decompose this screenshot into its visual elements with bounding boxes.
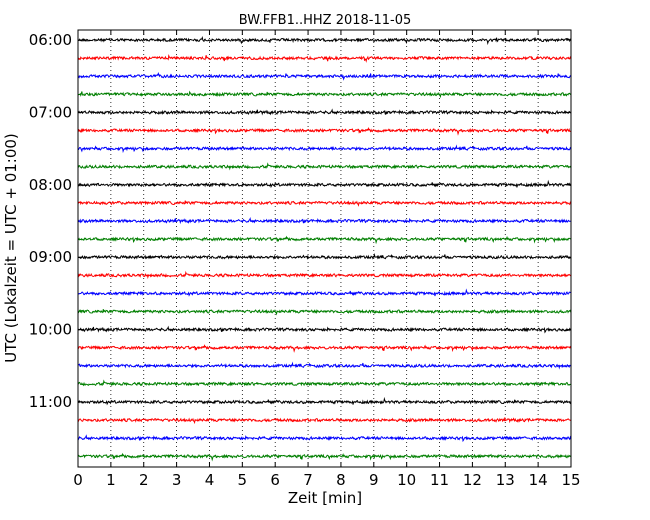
trace-0: [77, 36, 572, 46]
x-axis: 0 1 2 3 4 5 6 7 8 9 10 11 12 13 14 15: [73, 30, 581, 489]
x-axis-label: Zeit [min]: [288, 489, 362, 507]
y-tick-label: 09:00: [29, 248, 72, 266]
x-tick-label: 7: [303, 471, 313, 489]
y-tick-label: 06:00: [29, 31, 72, 49]
trace-6: [77, 144, 572, 154]
x-grid: [110, 30, 539, 467]
x-tick-label: 5: [238, 471, 248, 489]
trace-14: [77, 288, 571, 297]
x-tick-label: 12: [463, 471, 482, 489]
x-tick-label: 13: [496, 471, 515, 489]
x-tick-label: 8: [336, 471, 346, 489]
x-tick-label: 9: [369, 471, 379, 489]
y-tick-label: 11:00: [29, 393, 72, 411]
trace-16: [77, 325, 572, 334]
trace-23: [77, 452, 572, 462]
trace-22: [77, 434, 572, 443]
trace-10: [77, 217, 571, 225]
y-axis-label: UTC (Lokalzeit = UTC + 01:00): [2, 133, 20, 363]
x-tick-label: 3: [172, 471, 182, 489]
trace-8: [77, 179, 572, 189]
trace-5: [77, 126, 572, 136]
trace-11: [77, 235, 571, 245]
trace-21: [77, 417, 572, 425]
x-tick-label: 0: [73, 471, 83, 489]
trace-20: [77, 396, 572, 406]
y-tick-label: 07:00: [29, 103, 72, 121]
x-tick-label: 11: [430, 471, 449, 489]
traces-group: [77, 36, 572, 462]
trace-2: [77, 72, 572, 81]
y-tick-label: 10:00: [29, 321, 72, 339]
x-tick-label: 6: [270, 471, 280, 489]
x-tick-label: 2: [139, 471, 149, 489]
x-tick-label: 1: [106, 471, 116, 489]
trace-19: [77, 379, 571, 387]
trace-17: [77, 344, 572, 353]
trace-12: [77, 252, 571, 260]
trace-15: [77, 308, 572, 316]
y-tick-label: 08:00: [29, 176, 72, 194]
x-tick-label: 4: [205, 471, 215, 489]
x-tick-label: 10: [397, 471, 416, 489]
y-axis: 06:00 07:00 08:00 09:00 10:00 11:00: [29, 31, 571, 411]
trace-9: [77, 200, 572, 207]
trace-4: [77, 108, 572, 116]
trace-3: [77, 90, 572, 99]
x-tick-label: 14: [529, 471, 548, 489]
chart-title: BW.FFB1..HHZ 2018-11-05: [239, 13, 412, 28]
trace-13: [77, 270, 571, 280]
trace-1: [77, 53, 572, 63]
x-tick-label: 15: [561, 471, 580, 489]
trace-18: [77, 361, 572, 370]
plot-frame: [77, 29, 572, 468]
trace-7: [77, 162, 572, 171]
